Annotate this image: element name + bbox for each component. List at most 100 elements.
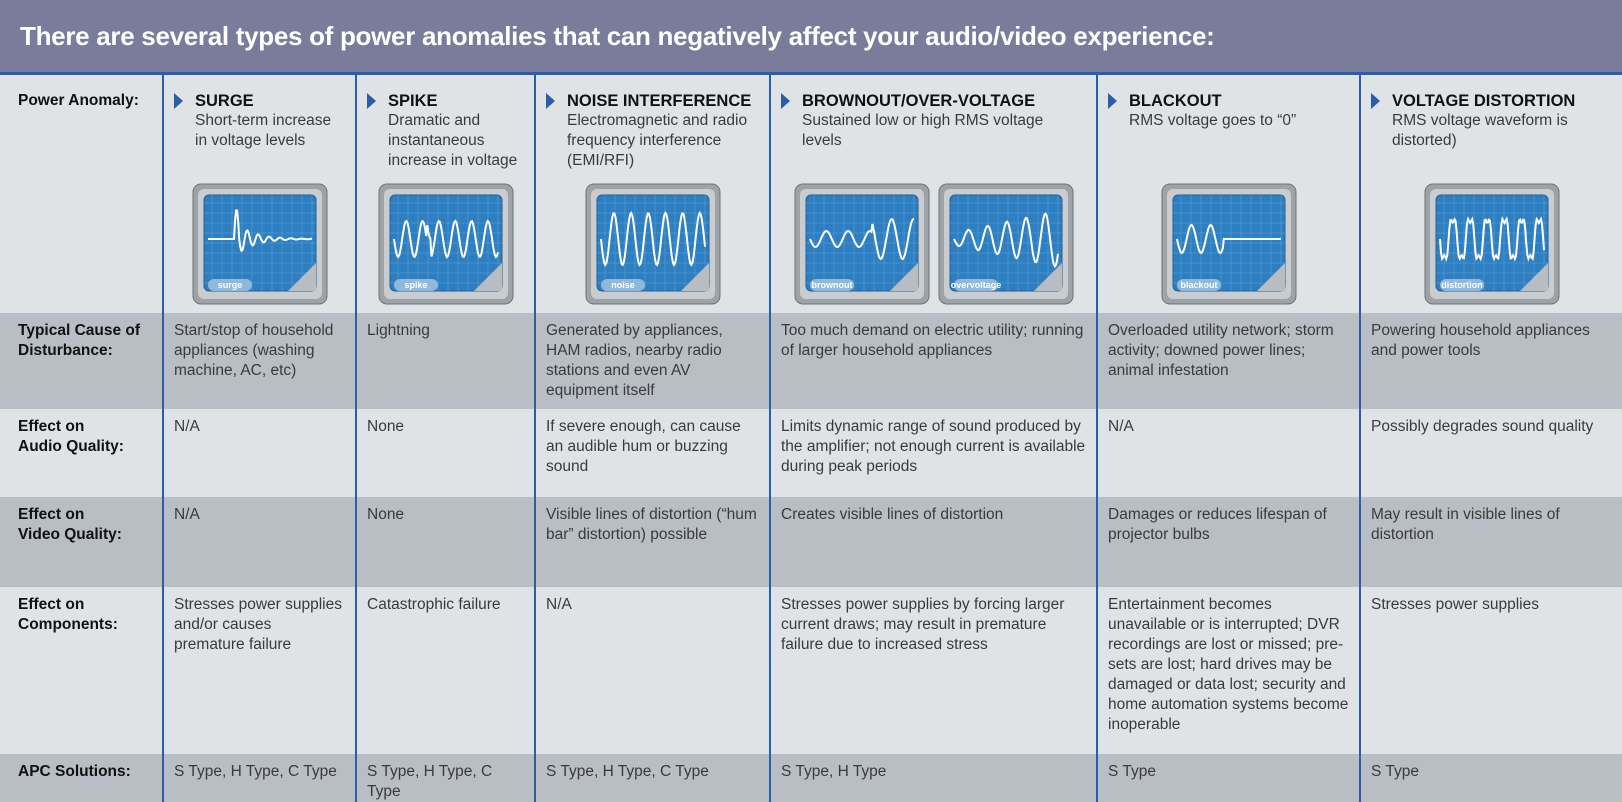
table-cell: Creates visible lines of distortion <box>769 497 1097 587</box>
table-cell: None <box>355 409 535 497</box>
table-cell: N/A <box>534 587 770 754</box>
anomaly-description: Dramatic and instantaneous increase in v… <box>388 112 518 169</box>
table-row: Effect on Audio Quality: N/A None If severe… <box>0 409 1622 497</box>
icon-group: surge <box>174 183 345 305</box>
icon-wave <box>808 218 914 261</box>
table-cell: Overloaded utility network; storm activi… <box>1096 313 1360 409</box>
icon-group: blackout <box>1108 183 1349 305</box>
waveform-icon: spike <box>378 183 513 305</box>
table-cell: S Type, H Type <box>769 754 1097 802</box>
icon-tag <box>1176 279 1221 291</box>
anomaly-description: Short-term increase in voltage levels <box>195 112 332 149</box>
anomaly-name: BLACKOUT <box>1108 91 1349 111</box>
row-label: APC Solutions: <box>0 754 163 802</box>
anomaly-name: NOISE INTERFERENCE <box>546 91 759 111</box>
table-cell: N/A <box>162 409 356 497</box>
anomaly-header: NOISE INTERFERENCE Electromagnetic and ra… <box>534 75 770 313</box>
header-wrap: BLACKOUT RMS voltage goes to “0” blackout <box>1108 91 1349 305</box>
table-row: Effect on Components: Stresses power supp… <box>0 587 1622 754</box>
table-cell: S Type, H Type, C Type <box>355 754 535 802</box>
icon-wave <box>1438 216 1545 262</box>
waveform-icon: overvoltage <box>938 183 1073 305</box>
row-label: Effect on Audio Quality: <box>0 409 163 497</box>
anomaly-header: BROWNOUT/OVER-VOLTAGE Sustained low or hi… <box>769 75 1097 313</box>
table-row: APC Solutions: S Type, H Type, C Type S Ty… <box>0 754 1622 802</box>
table-cell: Entertainment becomes unavailable or is … <box>1096 587 1360 754</box>
waveform-icon: distortion <box>1424 183 1559 305</box>
row-label: Typical Cause of Disturbance: <box>0 313 163 409</box>
arrow-icon <box>1108 93 1117 109</box>
table-cell: If severe enough, can cause an audible h… <box>534 409 770 497</box>
table-cell: Start/stop of household appliances (wash… <box>162 313 356 409</box>
header-wrap: BROWNOUT/OVER-VOLTAGE Sustained low or hi… <box>781 91 1086 305</box>
arrow-icon <box>367 93 376 109</box>
icon-tag <box>393 279 438 291</box>
table-row: Typical Cause of Disturbance: Start/stop … <box>0 313 1622 409</box>
icon-fold <box>680 263 709 291</box>
anomaly-title: BROWNOUT/OVER-VOLTAGE <box>802 92 1036 110</box>
icon-tag <box>600 279 645 291</box>
icon-tag <box>953 279 998 291</box>
icon-label: distortion <box>1441 280 1483 290</box>
header-wrap: SPIKE Dramatic and instantaneous increase… <box>367 91 524 305</box>
icon-group: distortion <box>1371 183 1612 305</box>
table-cell: Visible lines of distortion (“hum bar” d… <box>534 497 770 587</box>
table-cell: Limits dynamic range of sound produced b… <box>769 409 1097 497</box>
table-cell: Powering household appliances and power … <box>1359 313 1622 409</box>
table-cell: S Type, H Type, C Type <box>162 754 356 802</box>
row-label: Power Anomaly: <box>0 75 163 313</box>
icon-group: noise <box>546 183 759 305</box>
table-cell: Stresses power supplies <box>1359 587 1622 754</box>
anomaly-header: BLACKOUT RMS voltage goes to “0” blackout <box>1096 75 1360 313</box>
icon-group: spike <box>367 183 524 305</box>
table-cell: May result in visible lines of distortio… <box>1359 497 1622 587</box>
icon-label: overvoltage <box>950 280 1001 290</box>
table-cell: Lightning <box>355 313 535 409</box>
anomaly-description: RMS voltage waveform is distorted) <box>1392 112 1568 149</box>
icon-label: spike <box>404 280 427 290</box>
anomaly-description: Sustained low or high RMS voltage levels <box>802 112 1044 149</box>
icon-fold <box>287 263 316 291</box>
anomaly-description: Electromagnetic and radio frequency inte… <box>567 112 748 169</box>
header-wrap: VOLTAGE DISTORTION RMS voltage waveform i… <box>1371 91 1612 305</box>
table-cell: S Type <box>1096 754 1360 802</box>
table-cell: Generated by appliances, HAM radios, nea… <box>534 313 770 409</box>
header-wrap: NOISE INTERFERENCE Electromagnetic and ra… <box>546 91 759 305</box>
anomaly-title: NOISE INTERFERENCE <box>567 92 752 110</box>
icon-wave <box>599 210 706 267</box>
table-cell: N/A <box>162 497 356 587</box>
icon-tag <box>1439 279 1484 291</box>
header-wrap: SURGE Short-term increase in voltage leve… <box>174 91 345 305</box>
table-cell: Stresses power supplies by forcing large… <box>769 587 1097 754</box>
table-cell: Too much demand on electric utility; run… <box>769 313 1097 409</box>
arrow-icon <box>546 93 555 109</box>
waveform-icon: brownout <box>794 183 929 305</box>
icon-wave <box>392 219 499 259</box>
icon-fold <box>1256 263 1285 291</box>
table-cell: Catastrophic failure <box>355 587 535 754</box>
anomaly-title: SURGE <box>195 92 254 110</box>
arrow-icon <box>1371 93 1380 109</box>
icon-label: blackout <box>1180 280 1217 290</box>
anomaly-header: SURGE Short-term increase in voltage leve… <box>162 75 356 313</box>
icon-label: noise <box>611 280 635 290</box>
anomaly-title: SPIKE <box>388 92 438 110</box>
icon-group: brownout overvoltage <box>781 183 1086 305</box>
header-row: Power Anomaly: SURGE Short-term increase i… <box>0 75 1622 313</box>
icon-tag <box>809 279 854 291</box>
arrow-icon <box>781 93 790 109</box>
anomaly-name: BROWNOUT/OVER-VOLTAGE <box>781 91 1086 111</box>
table-cell: S Type <box>1359 754 1622 802</box>
row-label: Effect on Video Quality: <box>0 497 163 587</box>
anomaly-header: SPIKE Dramatic and instantaneous increase… <box>355 75 535 313</box>
anomaly-header: VOLTAGE DISTORTION RMS voltage waveform i… <box>1359 75 1622 313</box>
anomaly-name: SURGE <box>174 91 345 111</box>
anomaly-name: VOLTAGE DISTORTION <box>1371 91 1612 111</box>
anomaly-name: SPIKE <box>367 91 524 111</box>
waveform-icon: blackout <box>1161 183 1296 305</box>
table-cell: N/A <box>1096 409 1360 497</box>
waveform-icon: noise <box>585 183 720 305</box>
anomaly-table: Power Anomaly: SURGE Short-term increase i… <box>0 75 1622 802</box>
row-label: Effect on Components: <box>0 587 163 754</box>
icon-wave <box>207 209 312 252</box>
